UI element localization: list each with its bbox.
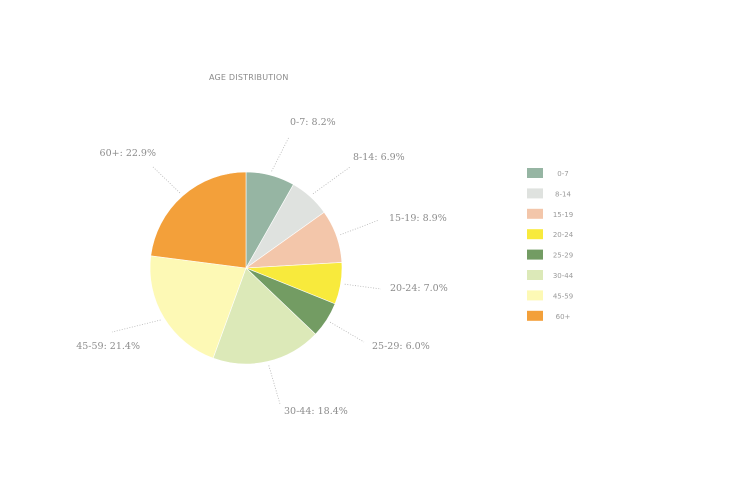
legend-label: 15-19 — [553, 211, 573, 219]
leader-line — [312, 166, 351, 195]
legend-label: 45-59 — [553, 292, 573, 300]
leader-line — [111, 319, 161, 333]
legend-label: 8-14 — [555, 190, 571, 198]
leader-line — [271, 136, 290, 172]
legend-swatch — [527, 270, 543, 280]
leader-line — [340, 219, 380, 236]
legend-swatch — [527, 168, 543, 178]
slice-label: 60+: 22.9% — [100, 148, 156, 159]
slice-label: 25-29: 6.0% — [372, 341, 430, 352]
legend-label: 25-29 — [553, 252, 573, 260]
slice-label: 15-19: 8.9% — [389, 213, 447, 224]
slice-labels: 0-7: 8.2% 8-14: 6.9% 15-19: 8.9% 20-24: 7.0… — [76, 117, 448, 417]
slice-label: 45-59: 21.4% — [76, 341, 140, 352]
legend-swatch — [527, 310, 543, 321]
legend-label: 20-24 — [553, 231, 574, 239]
legend-label: 60+ — [556, 313, 571, 321]
slice-label: 30-44: 18.4% — [284, 406, 348, 417]
legend-swatch — [527, 229, 543, 240]
leader-line — [344, 283, 382, 290]
legend: 0-7 8-14 15-19 20-24 25-29 30-44 45-59 60+ — [527, 168, 574, 321]
slice-label: 8-14: 6.9% — [353, 152, 405, 163]
pie-slices — [149, 171, 343, 365]
slice-label: 20-24: 7.0% — [390, 283, 448, 294]
pie-slice-30-44 — [212, 267, 316, 365]
legend-label: 0-7 — [557, 170, 568, 178]
pie-slice-45-59 — [149, 255, 247, 359]
legend-swatch — [527, 188, 543, 199]
leader-line — [151, 165, 181, 194]
legend-swatch — [527, 249, 543, 260]
chart-title: AGE DISTRIBUTION — [209, 73, 289, 82]
legend-swatch — [527, 208, 543, 219]
leader-line — [329, 321, 365, 343]
leader-lines — [111, 136, 382, 405]
legend-label: 30-44 — [553, 272, 574, 280]
legend-swatch — [527, 290, 543, 301]
leader-line — [268, 365, 281, 405]
slice-label: 0-7: 8.2% — [290, 117, 336, 128]
pie-slice-60plus — [150, 171, 247, 269]
